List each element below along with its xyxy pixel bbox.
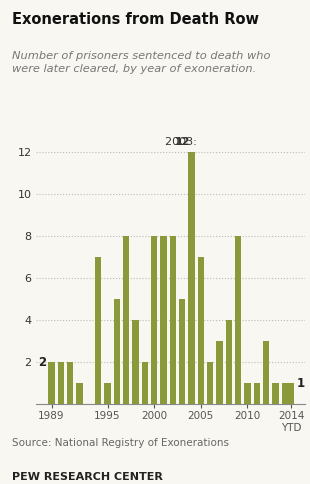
Bar: [142, 362, 148, 404]
Bar: [179, 299, 185, 404]
Bar: [123, 236, 129, 404]
Bar: [235, 236, 241, 404]
Bar: [254, 383, 260, 404]
Bar: [272, 383, 278, 404]
Text: 1: 1: [296, 377, 305, 390]
Bar: [282, 383, 288, 404]
Bar: [151, 236, 157, 404]
Bar: [170, 236, 176, 404]
Bar: [67, 362, 73, 404]
Text: 2003:: 2003:: [165, 137, 201, 147]
Bar: [226, 320, 232, 404]
Bar: [263, 341, 269, 404]
Bar: [198, 257, 204, 404]
Bar: [104, 383, 111, 404]
Bar: [245, 383, 250, 404]
Bar: [77, 383, 82, 404]
Bar: [48, 362, 55, 404]
Text: 12: 12: [175, 137, 191, 147]
Bar: [58, 362, 64, 404]
Text: 2: 2: [38, 356, 46, 369]
Text: PEW RESEARCH CENTER: PEW RESEARCH CENTER: [12, 472, 163, 482]
Bar: [114, 299, 120, 404]
Bar: [216, 341, 223, 404]
Bar: [207, 362, 213, 404]
Bar: [132, 320, 139, 404]
Bar: [188, 152, 195, 404]
Bar: [161, 236, 166, 404]
Bar: [288, 383, 294, 404]
Text: Source: National Registry of Exonerations: Source: National Registry of Exoneration…: [12, 438, 229, 448]
Text: Exonerations from Death Row: Exonerations from Death Row: [12, 12, 259, 27]
Text: Number of prisoners sentenced to death who
were later cleared, by year of exoner: Number of prisoners sentenced to death w…: [12, 51, 271, 75]
Bar: [95, 257, 101, 404]
